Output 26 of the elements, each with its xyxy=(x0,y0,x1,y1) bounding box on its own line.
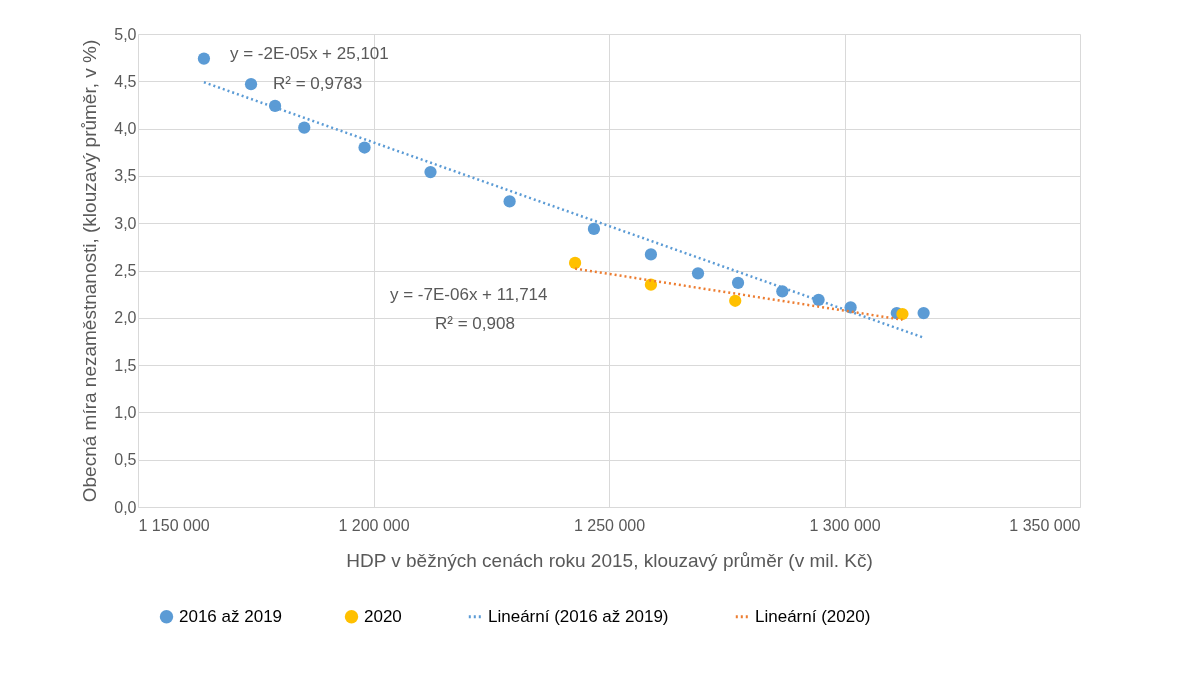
y-tick-label: 0,0 xyxy=(114,498,137,516)
y-tick-label: 2,5 xyxy=(114,262,137,279)
annotation: y = -7E-06x + 11,714 xyxy=(390,285,548,304)
legend-label: 2016 až 2019 xyxy=(179,606,283,626)
y-tick-label: 1,5 xyxy=(114,356,137,374)
legend-label: Lineární (2016 až 2019) xyxy=(488,606,669,626)
x-tick-label: 1 250 000 xyxy=(573,516,646,534)
y-tick-label: 0,5 xyxy=(114,451,137,469)
y-tick-label: 4,0 xyxy=(114,120,137,138)
legend-label: Lineární (2020) xyxy=(755,606,871,626)
annotation: y = -2E-05x + 25,101 xyxy=(230,44,389,63)
x-axis-title: HDP v běžných cenách roku 2015, klouzavý průměr (v mil. Kč) xyxy=(346,549,873,571)
x-tick-label: 1 350 000 xyxy=(1009,516,1081,534)
x-tick-label: 1 200 000 xyxy=(338,516,410,534)
x-tick-label: 1 300 000 xyxy=(809,516,881,534)
x-tick-label: 1 150 000 xyxy=(138,516,210,534)
y-tick-label: 2,0 xyxy=(114,309,137,327)
y-axis-title: Obecná míra nezaměstnanosti, (klouzavý průměr, v %) xyxy=(79,39,101,503)
y-tick-label: 4,5 xyxy=(114,72,137,90)
annotation: R² = 0,908 xyxy=(435,314,515,333)
legend-label: 2020 xyxy=(364,606,402,626)
annotation: R² = 0,9783 xyxy=(273,74,363,93)
y-tick-label: 5,0 xyxy=(114,25,137,43)
y-tick-label: 3,5 xyxy=(114,167,137,185)
y-tick-label: 1,0 xyxy=(114,403,137,421)
y-tick-label: 3,0 xyxy=(114,214,137,232)
